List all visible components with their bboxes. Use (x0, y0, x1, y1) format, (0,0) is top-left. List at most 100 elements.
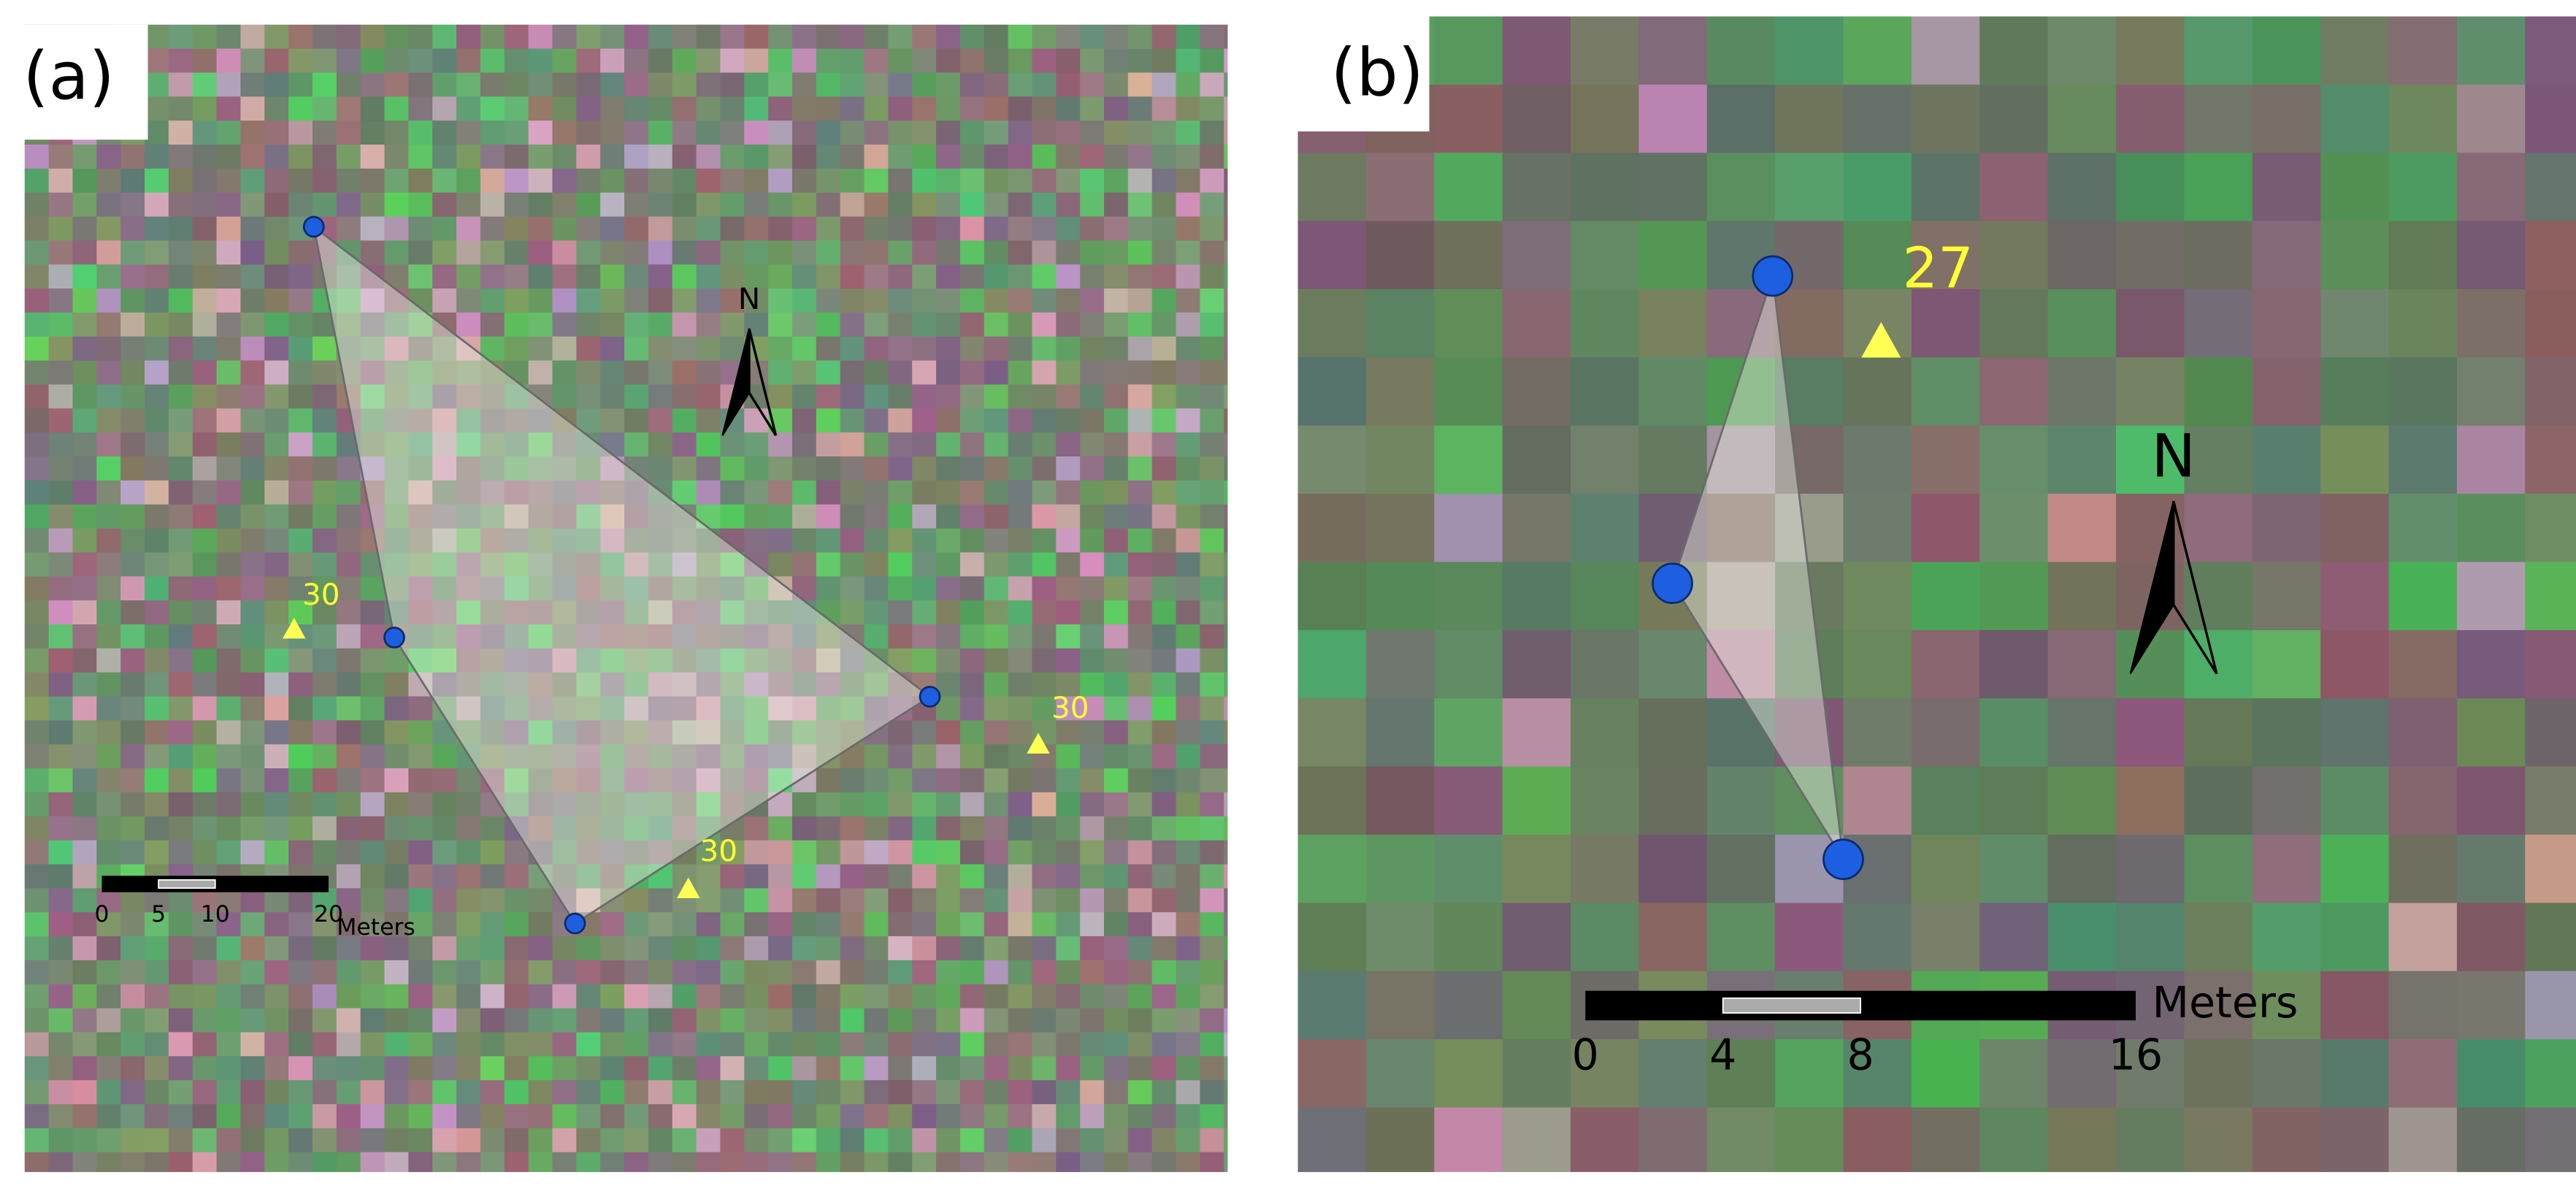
pixel (48, 768, 74, 793)
pixel (1127, 144, 1153, 169)
pixel (528, 24, 553, 50)
pixel (96, 552, 121, 577)
pixel (72, 264, 97, 289)
pixel (336, 1128, 361, 1153)
pixel (145, 1032, 169, 1057)
pixel (24, 912, 50, 937)
pixel (1502, 971, 1571, 1040)
pixel (768, 552, 793, 577)
pixel (840, 696, 865, 722)
pixel (1080, 384, 1105, 410)
pixel (576, 240, 601, 265)
pixel (1200, 312, 1224, 337)
pixel (672, 1152, 697, 1172)
pixel (936, 480, 961, 505)
pixel (744, 576, 769, 601)
pixel (600, 600, 625, 625)
pixel (1080, 888, 1105, 913)
pixel (240, 408, 265, 433)
pixel (504, 1032, 529, 1057)
pixel (1008, 1080, 1033, 1105)
pixel (1056, 1080, 1081, 1105)
pixel (456, 1008, 481, 1033)
pixel (1104, 504, 1129, 529)
pixel (816, 720, 841, 745)
pixel (192, 1008, 218, 1033)
pixel (1200, 792, 1224, 817)
pixel (72, 768, 97, 793)
pixel (864, 96, 889, 121)
pixel (432, 984, 457, 1009)
pixel (480, 552, 505, 577)
pixel (696, 480, 721, 505)
pixel (648, 216, 673, 242)
pixel (264, 336, 289, 361)
pixel (696, 672, 721, 697)
pixel (192, 792, 218, 817)
pixel (2525, 971, 2576, 1040)
pixel (888, 120, 913, 145)
pixel (264, 1128, 289, 1153)
pixel (1008, 72, 1033, 97)
pixel (1843, 903, 1912, 972)
pixel (1032, 504, 1057, 529)
pixel (744, 720, 769, 745)
pixel (456, 912, 481, 937)
pixel (168, 648, 193, 673)
pixel (168, 384, 193, 410)
pixel (24, 888, 50, 913)
pixel (120, 912, 145, 937)
pixel (264, 168, 289, 194)
pixel (504, 552, 529, 577)
pixel (1080, 264, 1105, 289)
pixel (744, 24, 769, 50)
pixel (1104, 312, 1129, 337)
pixel (791, 456, 817, 481)
pixel (72, 336, 97, 361)
pixel (816, 864, 841, 889)
pixel (720, 648, 745, 673)
pixel (145, 120, 169, 145)
pixel (984, 336, 1009, 361)
pixel (504, 528, 529, 554)
pixel (1706, 562, 1776, 631)
pixel (1297, 971, 1367, 1040)
pixel (432, 648, 457, 673)
pixel (2320, 629, 2390, 699)
scale-tick-label: 8 (1847, 1030, 1874, 1080)
pixel (1008, 624, 1033, 649)
pixel (1638, 425, 1708, 494)
pixel (240, 144, 265, 169)
pixel (120, 624, 145, 649)
scale-tick-label: 0 (94, 901, 109, 927)
pixel (816, 24, 841, 50)
pixel (1224, 144, 1228, 169)
pixel (216, 576, 242, 601)
pixel (72, 312, 97, 337)
pixel (1104, 1008, 1129, 1033)
pixel (456, 528, 481, 554)
pixel (1224, 696, 1228, 722)
pixel (1151, 912, 1177, 937)
pixel (384, 288, 410, 313)
pixel (791, 960, 817, 985)
pixel (791, 96, 817, 121)
pixel (1127, 552, 1153, 577)
pixel (264, 1056, 289, 1081)
pixel (959, 960, 985, 985)
pixel (912, 888, 937, 913)
pixel (624, 144, 649, 169)
pixel (384, 1152, 410, 1172)
pixel (48, 456, 74, 481)
pixel (145, 1056, 169, 1081)
pixel (1176, 840, 1201, 865)
pixel (24, 408, 50, 433)
pixel (1104, 672, 1129, 697)
pixel (864, 744, 889, 769)
pixel (816, 144, 841, 169)
pixel (2115, 153, 2185, 222)
pixel (912, 792, 937, 817)
pixel (1224, 48, 1228, 74)
pixel (1032, 888, 1057, 913)
